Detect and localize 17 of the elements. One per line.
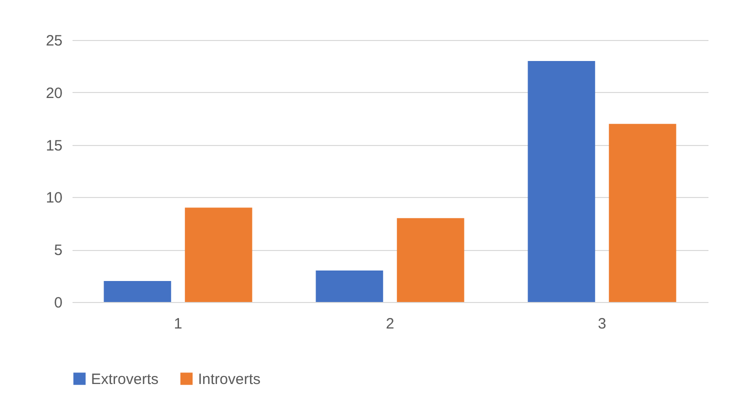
y-tick-label: 20	[46, 84, 62, 102]
x-tick-label: 2	[386, 316, 394, 332]
bar	[104, 281, 172, 302]
bar	[316, 270, 384, 302]
legend-label: Introverts	[198, 370, 261, 388]
y-tick-label: 15	[46, 137, 62, 154]
bar	[528, 60, 596, 302]
bar	[184, 208, 252, 302]
y-tick-label: 0	[54, 294, 62, 312]
bar	[396, 218, 464, 302]
y-tick-label: 5	[54, 242, 62, 260]
y-tick-label: 25	[46, 32, 62, 50]
bar	[608, 124, 676, 302]
x-tick-label: 1	[174, 316, 182, 332]
x-tick-label: 3	[598, 316, 606, 332]
y-tick-label: 10	[46, 190, 62, 207]
legend-label: Extroverts	[91, 370, 159, 388]
